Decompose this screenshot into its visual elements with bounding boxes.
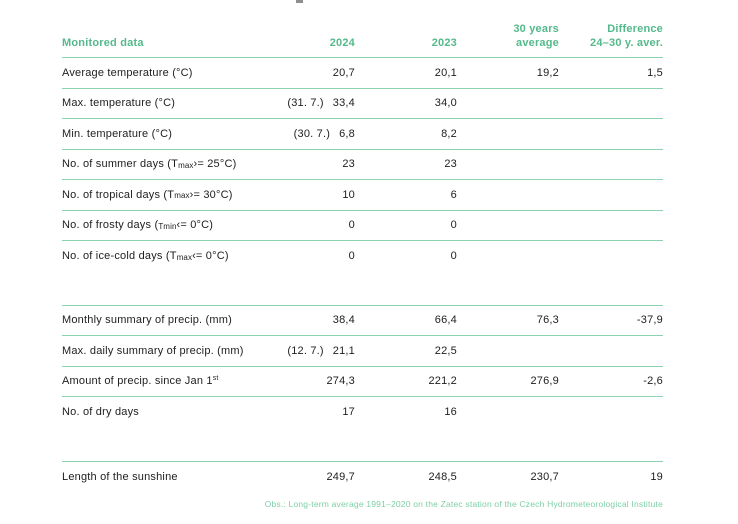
value-difference xyxy=(559,397,663,428)
value-2023: 6 xyxy=(355,180,457,211)
table-section-temperature: Average temperature (°C) 20,7 20,1 19,2 1,5 M… xyxy=(62,58,663,272)
col-header-30y-average: 30 years average xyxy=(457,22,559,58)
col-header-30y-average-line1: 30 years xyxy=(513,23,559,35)
weather-data-table: Monitored data 2024 2023 30 years averag… xyxy=(62,22,663,509)
value-30y-average: 230,7 xyxy=(530,470,559,483)
value-2023: 16 xyxy=(444,406,457,419)
value-30y-average xyxy=(457,336,559,367)
value-2024: (31. 7.) 33,4 xyxy=(252,89,355,119)
col-header-difference-line1: Difference xyxy=(607,23,663,35)
table-row: No. of dry days 17 16 xyxy=(62,397,663,428)
row-label: Average temperature (°C) xyxy=(62,58,252,89)
value-2024: 249,7 xyxy=(326,470,355,483)
value-2023: 248,5 xyxy=(428,470,457,483)
value-date: (30. 7.) xyxy=(293,127,331,140)
table-row: Max. daily summary of precip. (mm) (12. 7… xyxy=(62,336,663,367)
value-2024: (12. 7.) 21,1 xyxy=(252,336,355,367)
table-row: No. of frosty days (Tmin ‹= 0°C) 0 0 xyxy=(62,211,663,241)
table-header-row: Monitored data 2024 2023 30 years averag… xyxy=(62,22,663,58)
value-difference xyxy=(559,150,663,180)
value-date: (12. 7.) xyxy=(287,344,324,357)
value-2024: 0 xyxy=(252,211,355,241)
value-2023: 221,2 xyxy=(355,367,457,397)
value-difference xyxy=(559,180,663,211)
value-2024: 23 xyxy=(252,150,355,180)
row-label: No. of dry days xyxy=(62,406,139,419)
table-row: Max. temperature (°C) (31. 7.) 33,4 34,0 xyxy=(62,89,663,119)
value-30y-average xyxy=(457,119,559,150)
row-label: Max. temperature (°C) xyxy=(62,89,252,119)
value-30y-average xyxy=(457,397,559,428)
value-30y-average: 276,9 xyxy=(457,367,559,397)
col-header-difference: Difference 24–30 y. aver. xyxy=(559,22,663,58)
value-2024: 17 xyxy=(342,406,355,419)
value-2024: 38,4 xyxy=(252,306,355,336)
value-2023: 23 xyxy=(355,150,457,180)
value-2024: 274,3 xyxy=(252,367,355,397)
value-2023: 66,4 xyxy=(355,306,457,336)
row-label: No. of tropical days (T max ›= 30°C) xyxy=(62,180,252,211)
value-2024: 10 xyxy=(252,180,355,211)
value-2023: 20,1 xyxy=(355,58,457,89)
table-row: Length of the sunshine 249,7 248,5 230,7 19 xyxy=(62,462,663,493)
table-row: Average temperature (°C) 20,7 20,1 19,2 1,5 xyxy=(62,58,663,89)
table-body: Average temperature (°C) 20,7 20,1 19,2 1,5 M… xyxy=(62,58,663,492)
row-label: Monthly summary of precip. (mm) xyxy=(62,306,252,336)
value-difference: -37,9 xyxy=(559,306,663,336)
value-2023: 8,2 xyxy=(355,119,457,150)
col-header-2023: 2023 xyxy=(355,36,457,58)
value-difference: 19 xyxy=(650,470,663,483)
value-30y-average xyxy=(457,180,559,211)
col-header-2024: 2024 xyxy=(252,36,355,58)
col-header-30y-average-line2: average xyxy=(516,37,559,49)
value-2023: 34,0 xyxy=(355,89,457,119)
row-label: No. of ice-cold days (T max ‹= 0°C) xyxy=(62,250,229,263)
value-2024: 20,7 xyxy=(252,58,355,89)
value-30y-average xyxy=(457,89,559,119)
row-label: Max. daily summary of precip. (mm) xyxy=(62,336,252,367)
value-difference xyxy=(559,89,663,119)
table-row: No. of tropical days (T max ›= 30°C) 10 6 xyxy=(62,180,663,211)
value-30y-average xyxy=(457,241,559,272)
footnote: Obs.: Long-term average 1991–2020 on the… xyxy=(264,499,663,509)
value-date: (31. 7.) xyxy=(287,97,324,110)
value-difference xyxy=(559,241,663,272)
value-30y-average: 19,2 xyxy=(457,58,559,89)
value-30y-average: 76,3 xyxy=(457,306,559,336)
value-difference xyxy=(559,211,663,241)
row-label: No. of frosty days (Tmin ‹= 0°C) xyxy=(62,211,252,241)
table-row: No. of summer days (T max ›= 25°C) 23 23 xyxy=(62,150,663,180)
value-difference: 1,5 xyxy=(559,58,663,89)
value-difference: -2,6 xyxy=(559,367,663,397)
col-header-monitored-data: Monitored data xyxy=(62,36,252,58)
row-label: Length of the sunshine xyxy=(62,470,178,483)
row-label: No. of summer days (T max ›= 25°C) xyxy=(62,150,252,180)
value-2024: 0 xyxy=(348,250,355,263)
value-2023: 22,5 xyxy=(355,336,457,367)
cropped-image-fragment xyxy=(296,0,303,3)
value-30y-average xyxy=(457,150,559,180)
row-label: Min. temperature (°C) xyxy=(62,119,252,150)
col-header-difference-line2: 24–30 y. aver. xyxy=(590,37,663,49)
table-row: No. of ice-cold days (T max ‹= 0°C) 0 0 xyxy=(62,241,663,272)
value-difference xyxy=(559,336,663,367)
table-row: Min. temperature (°C) (30. 7.) 6,8 8,2 xyxy=(62,119,663,150)
table-section-sunshine: Length of the sunshine 249,7 248,5 230,7 19 xyxy=(62,460,663,493)
table-row: Monthly summary of precip. (mm) 38,4 66,4 7… xyxy=(62,306,663,336)
value-2024: (30. 7.) 6,8 xyxy=(252,119,355,150)
table-section-precipitation: Monthly summary of precip. (mm) 38,4 66,4 7… xyxy=(62,304,663,428)
value-2023: 0 xyxy=(450,250,457,263)
value-2023: 0 xyxy=(355,211,457,241)
value-difference xyxy=(559,119,663,150)
value-30y-average xyxy=(457,211,559,241)
